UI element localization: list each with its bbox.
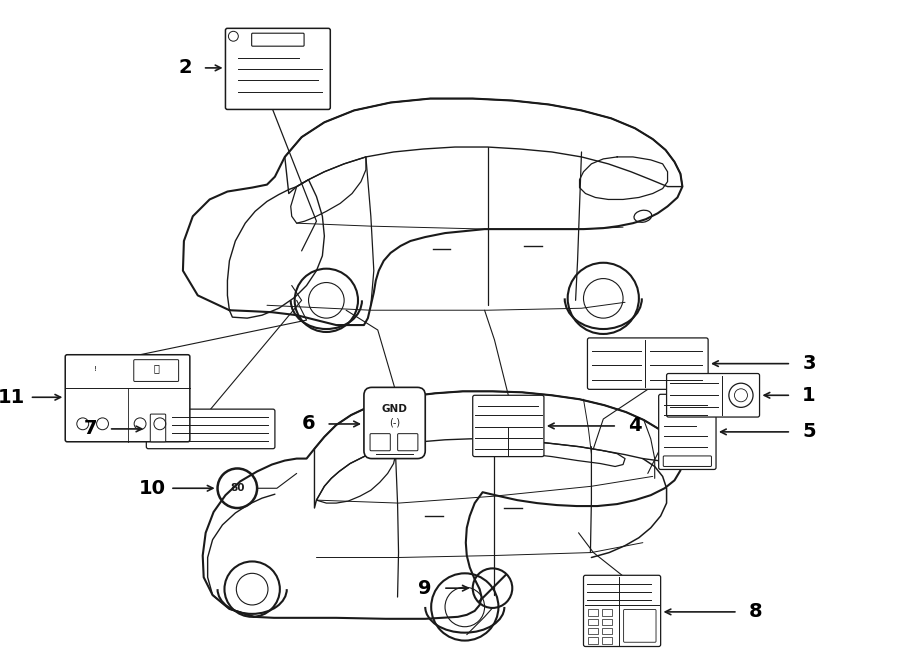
FancyBboxPatch shape (472, 395, 544, 457)
Text: 80: 80 (230, 483, 245, 493)
FancyBboxPatch shape (663, 456, 711, 467)
Bar (588, 628, 598, 635)
Text: 10: 10 (139, 479, 166, 498)
Text: !: ! (94, 366, 96, 371)
FancyBboxPatch shape (226, 28, 330, 110)
Text: 8: 8 (749, 602, 762, 621)
FancyBboxPatch shape (364, 387, 425, 459)
Text: 5: 5 (802, 422, 815, 442)
Text: (-): (-) (389, 418, 400, 428)
Bar (602, 628, 612, 635)
FancyBboxPatch shape (65, 355, 190, 442)
FancyBboxPatch shape (659, 395, 716, 469)
FancyBboxPatch shape (398, 434, 418, 451)
Text: ⛪: ⛪ (153, 364, 159, 373)
Bar (588, 619, 598, 625)
Bar (602, 637, 612, 644)
Text: 3: 3 (802, 354, 815, 373)
Text: GND: GND (382, 404, 408, 414)
Bar (602, 619, 612, 625)
FancyBboxPatch shape (134, 360, 178, 381)
FancyBboxPatch shape (583, 575, 661, 646)
FancyBboxPatch shape (588, 338, 708, 389)
FancyBboxPatch shape (147, 409, 274, 449)
Text: 4: 4 (628, 416, 642, 436)
FancyBboxPatch shape (624, 609, 656, 642)
Text: 2: 2 (178, 58, 192, 77)
Text: 9: 9 (418, 578, 432, 598)
Text: 7: 7 (85, 420, 98, 438)
Text: 1: 1 (802, 386, 815, 405)
FancyBboxPatch shape (252, 33, 304, 46)
Bar (602, 609, 612, 616)
Text: 6: 6 (302, 414, 315, 434)
Bar (588, 637, 598, 644)
Text: 11: 11 (0, 388, 25, 407)
FancyBboxPatch shape (150, 414, 166, 442)
FancyBboxPatch shape (370, 434, 391, 451)
Bar (588, 609, 598, 616)
FancyBboxPatch shape (667, 373, 760, 417)
